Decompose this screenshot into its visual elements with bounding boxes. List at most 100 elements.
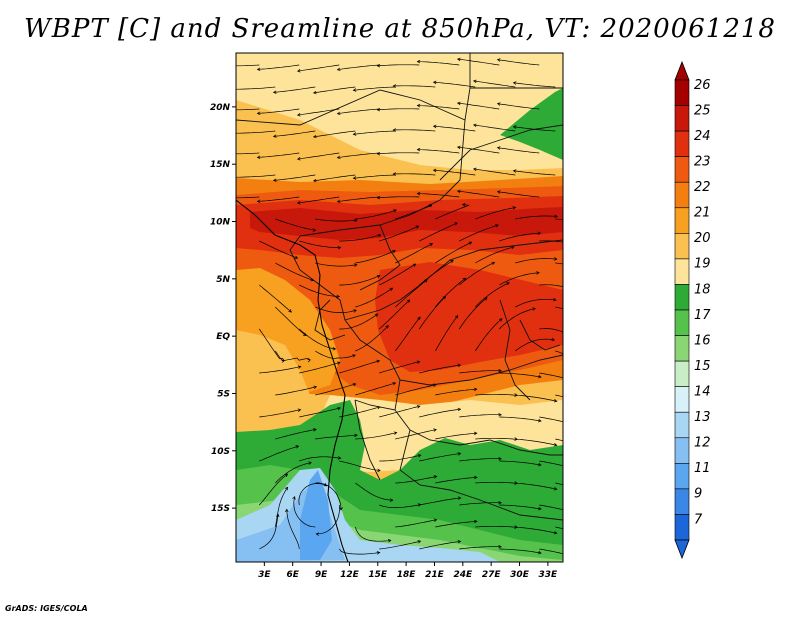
colorbar: 26 25 24 23 22 21 20 19 18 17 16 15 14 13 12 11 9 7: [674, 60, 711, 560]
streamline: [513, 82, 556, 88]
streamline-arrow: [474, 475, 478, 480]
streamline: [515, 338, 555, 352]
streamline-arrow: [456, 57, 461, 62]
streamline: [315, 350, 356, 360]
streamline: [259, 240, 298, 259]
streamline-arrow: [577, 290, 580, 293]
lon-label: 30E: [510, 570, 530, 580]
streamline-arrow: [416, 147, 421, 152]
streamline: [393, 173, 436, 176]
streamline-arrow: [498, 318, 503, 322]
colorbar-label: 11: [694, 461, 711, 476]
streamline-arrow: [424, 279, 428, 283]
streamline-arrow: [352, 176, 357, 180]
lon-label: 21E: [425, 570, 445, 580]
colorbar-swatch: [674, 463, 690, 490]
streamline-arrow: [498, 544, 502, 549]
streamline: [457, 102, 500, 110]
streamline-arrow: [297, 365, 302, 369]
streamline: [377, 196, 420, 199]
streamline: [433, 169, 476, 176]
colorbar-label: 20: [694, 231, 711, 246]
streamline-arrow: [512, 125, 517, 129]
country-borders: [236, 53, 563, 521]
streamline: [353, 130, 396, 135]
streamline: [419, 453, 461, 462]
streamline-arrow: [353, 309, 357, 313]
streamline-arrow: [538, 374, 542, 379]
streamline: [339, 234, 381, 242]
streamline-arrow: [217, 64, 220, 67]
streamline: [433, 125, 476, 132]
streamline-arrow: [472, 167, 477, 171]
streamline-arrow: [468, 241, 473, 245]
colorbar-top-arrow: [674, 60, 690, 81]
streamline-arrow: [454, 315, 459, 319]
streamline: [299, 407, 341, 418]
streamline: [379, 263, 416, 286]
streamline-arrow: [336, 294, 341, 299]
streamline-arrow: [552, 297, 557, 302]
field-cold-center: [300, 470, 332, 560]
streamline-arrow: [498, 412, 502, 417]
streamline-arrow: [553, 443, 558, 447]
streamline: [457, 190, 500, 198]
streamline: [355, 287, 393, 308]
streamline: [259, 284, 292, 313]
streamline-arrow: [577, 512, 580, 515]
streamline-arrow: [433, 518, 438, 522]
streamline: [275, 218, 316, 231]
streamline-arrow: [450, 259, 454, 264]
streamline-arrow: [553, 531, 558, 535]
streamline: [259, 514, 279, 550]
lon-label: 15E: [368, 570, 388, 580]
lat-label: 5N: [216, 275, 230, 285]
lat-label: 5S: [217, 389, 230, 399]
streamline-arrow: [512, 81, 517, 85]
streamline: [419, 222, 458, 242]
streamline: [513, 170, 556, 176]
streamline: [459, 370, 502, 374]
streamline-arrow: [377, 468, 381, 473]
streamline-arrow: [592, 273, 595, 276]
colorbar-swatch: [674, 233, 690, 260]
streamline-arrow: [593, 403, 596, 406]
streamline: [515, 258, 557, 264]
streamline-arrow: [376, 274, 381, 279]
lon-label: 12E: [340, 570, 360, 580]
colorbar-swatch: [674, 258, 690, 285]
streamline-arrow: [433, 475, 438, 479]
streamline: [475, 481, 518, 484]
streamline-arrow: [578, 244, 581, 247]
streamline-arrow: [332, 347, 337, 351]
colorbar-label: 21: [694, 206, 711, 221]
streamline-arrow: [354, 433, 358, 438]
field-ne-green: [500, 88, 563, 160]
colorbar-swatch: [674, 284, 690, 311]
streamline: [459, 458, 502, 462]
streamline: [257, 108, 300, 114]
streamline: [339, 313, 378, 330]
streamline-arrow: [315, 532, 320, 536]
longitude-axis: 3E 6E 9E 12E 15E 18E 21E 24E 27E 30E 33E: [258, 562, 558, 580]
streamline-arrow: [575, 339, 578, 342]
streamline: [435, 241, 472, 264]
streamline: [555, 306, 563, 310]
lon-label: 33E: [539, 570, 559, 580]
streamline: [435, 204, 470, 220]
streamline-arrow: [376, 359, 381, 364]
streamline: [497, 147, 540, 154]
colorbar-label: 17: [694, 308, 711, 323]
streamline-arrow: [577, 468, 580, 471]
lon-label: 24E: [453, 570, 473, 580]
colorbar-swatch: [674, 360, 690, 387]
streamline: [297, 108, 340, 116]
streamline-arrow: [284, 508, 289, 513]
streamline-arrow: [354, 218, 358, 223]
streamline-arrow: [577, 380, 580, 383]
streamline: [315, 383, 356, 396]
streamline-arrow: [272, 90, 277, 94]
streamline: [315, 434, 358, 440]
colorbar-swatch: [674, 156, 690, 183]
streamline: [459, 546, 502, 550]
